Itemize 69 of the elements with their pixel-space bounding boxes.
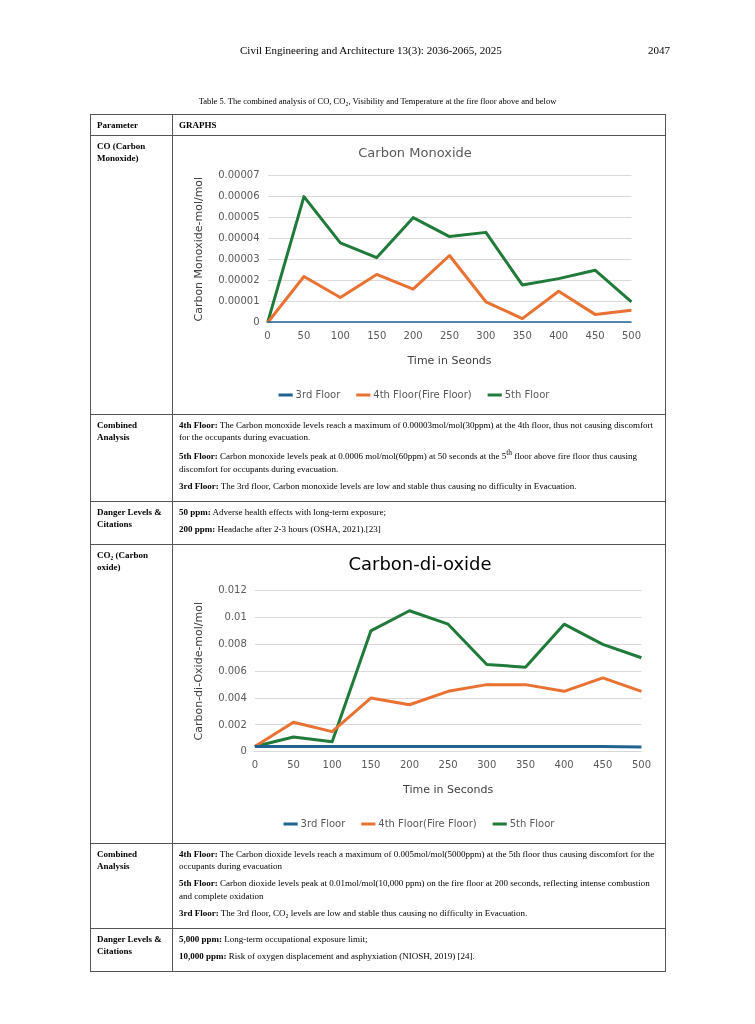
text: 5th Floor: Carbon monoxide levels peak at 0.0006 mol/mol(60ppm) at 50 seconds at the 5$^{th}$ floor above fire floor thus causing discomfort for occupants during evacuation. (179, 448, 638, 474)
y-axis-title: Carbon-di-Oxide-mol/mol (192, 602, 206, 741)
text: 4th Floor: The Carbon monoxide levels reach a maximum of 0.00003mol/mol(30ppm) at the 4th floor, thus not causing discomfort for the occupants during evacuation. (179, 419, 654, 444)
text: Danger Levels & Citations (90, 928, 173, 972)
x-tick-label: 500 (631, 759, 651, 771)
x-tick-label: 350 (515, 759, 536, 771)
x-tick-label: 50 (297, 330, 311, 342)
x-tick-label: 150 (361, 759, 381, 771)
text: Combined Analysis (90, 843, 173, 929)
chart-title: Carbon Monoxide (358, 145, 472, 161)
y-tick-label: 0.00004 (218, 232, 260, 244)
text: 4th Floor: The Carbon dioxide levels reach a maximum of 0.005mol/mol(5000ppm) at the 5th floor thus causing discomfort for the occupants during evacuation (179, 848, 656, 873)
x-tick-label: 450 (593, 759, 613, 771)
x-tick-label: 500 (621, 330, 641, 342)
y-tick-label: 0.00006 (218, 190, 260, 202)
text: 5th Floor: Carbon dioxide levels peak at 0.01mol/mol(10,000 ppm) on the fire floor at 200 seconds, reflecting intense combustion and complete oxidation (179, 877, 651, 902)
y-tick-label: 0.00002 (218, 274, 260, 286)
x-tick-label: 300 (476, 330, 496, 342)
text: Civil Engineering and Architecture 13(3): 2036-2065, 2025 (240, 44, 502, 56)
x-tick-label: 250 (439, 330, 460, 342)
y-tick-label: 0.00001 (218, 295, 260, 307)
legend-label: 3rd Floor (300, 817, 347, 829)
x-tick-label: 200 (403, 330, 423, 342)
x-tick-label: 100 (322, 759, 342, 771)
x-tick-label: 100 (330, 330, 350, 342)
x-tick-label: 150 (367, 330, 387, 342)
text: CO₂ (Carbon oxide) (90, 544, 173, 844)
text: Combined Analysis (90, 414, 173, 502)
y-tick-label: 0.006 (218, 664, 247, 676)
text: 50 ppm: Adverse health effects with long-term exposure; (179, 505, 388, 518)
y-axis-title: Carbon Monoxide-mol/mol (192, 176, 206, 322)
text: GRAPHS (172, 114, 666, 136)
text: 2047 (648, 44, 670, 56)
text: CO (Carbon Monoxide) (90, 135, 173, 415)
x-tick-label: 300 (477, 759, 497, 771)
y-tick-label: 0.002 (218, 718, 247, 730)
x-tick-label: 0 (264, 330, 271, 342)
x-tick-label: 350 (512, 330, 532, 342)
x-tick-label: 400 (554, 759, 574, 771)
legend-label: 4th Floor(Fire Floor) (373, 388, 472, 400)
y-tick-label: 0.008 (218, 638, 247, 650)
y-tick-label: 0.01 (224, 611, 247, 623)
legend-label: 5th Floor (509, 817, 556, 829)
text: Parameter (90, 114, 173, 136)
legend-label: 3rd Floor (295, 388, 342, 400)
caption: Table 5. The combined analysis of CO, CO₂, Visibility and Temperature at the fire floor above and below (197, 96, 558, 106)
x-tick-label: 400 (549, 330, 569, 342)
y-tick-label: 0.004 (218, 691, 247, 703)
x-tick-label: 250 (438, 759, 458, 771)
text: 3rd Floor: The 3rd floor, Carbon monoxide levels are low and stable thus causing no difficulty in Evacuation. (179, 479, 578, 492)
text: 3rd Floor: The 3rd floor, CO₂ levels are low and stable thus causing no difficulty in Evacuation. (179, 906, 529, 919)
text: 10,000 ppm: Risk of oxygen displacement and asphyxiation (NIOSH, 2019) [24]. (179, 949, 476, 963)
y-tick-label: 0.00003 (218, 253, 260, 265)
y-tick-label: 0 (253, 316, 260, 328)
y-tick-label: 0.00005 (218, 211, 260, 223)
text: 5,000 ppm: Long-term occupational exposure limit; (179, 932, 369, 945)
y-tick-label: 0.00007 (218, 169, 260, 181)
x-tick-label: 50 (287, 759, 300, 771)
text: Danger Levels & Citations (90, 501, 173, 545)
y-tick-label: 0 (240, 745, 247, 757)
chart-title: Carbon-di-oxide (348, 553, 492, 575)
x-axis-title: Time in Seonds (406, 354, 492, 368)
legend-label: 5th Floor (504, 388, 551, 400)
x-axis-title: Time in Seconds (402, 783, 494, 797)
legend-label: 4th Floor(Fire Floor) (378, 817, 477, 829)
y-tick-label: 0.012 (218, 584, 247, 596)
x-tick-label: 200 (399, 759, 420, 771)
x-tick-label: 450 (585, 330, 605, 342)
text: 200 ppm: Headache after 2-3 hours (OSHA, 2021).[23] (179, 523, 382, 536)
